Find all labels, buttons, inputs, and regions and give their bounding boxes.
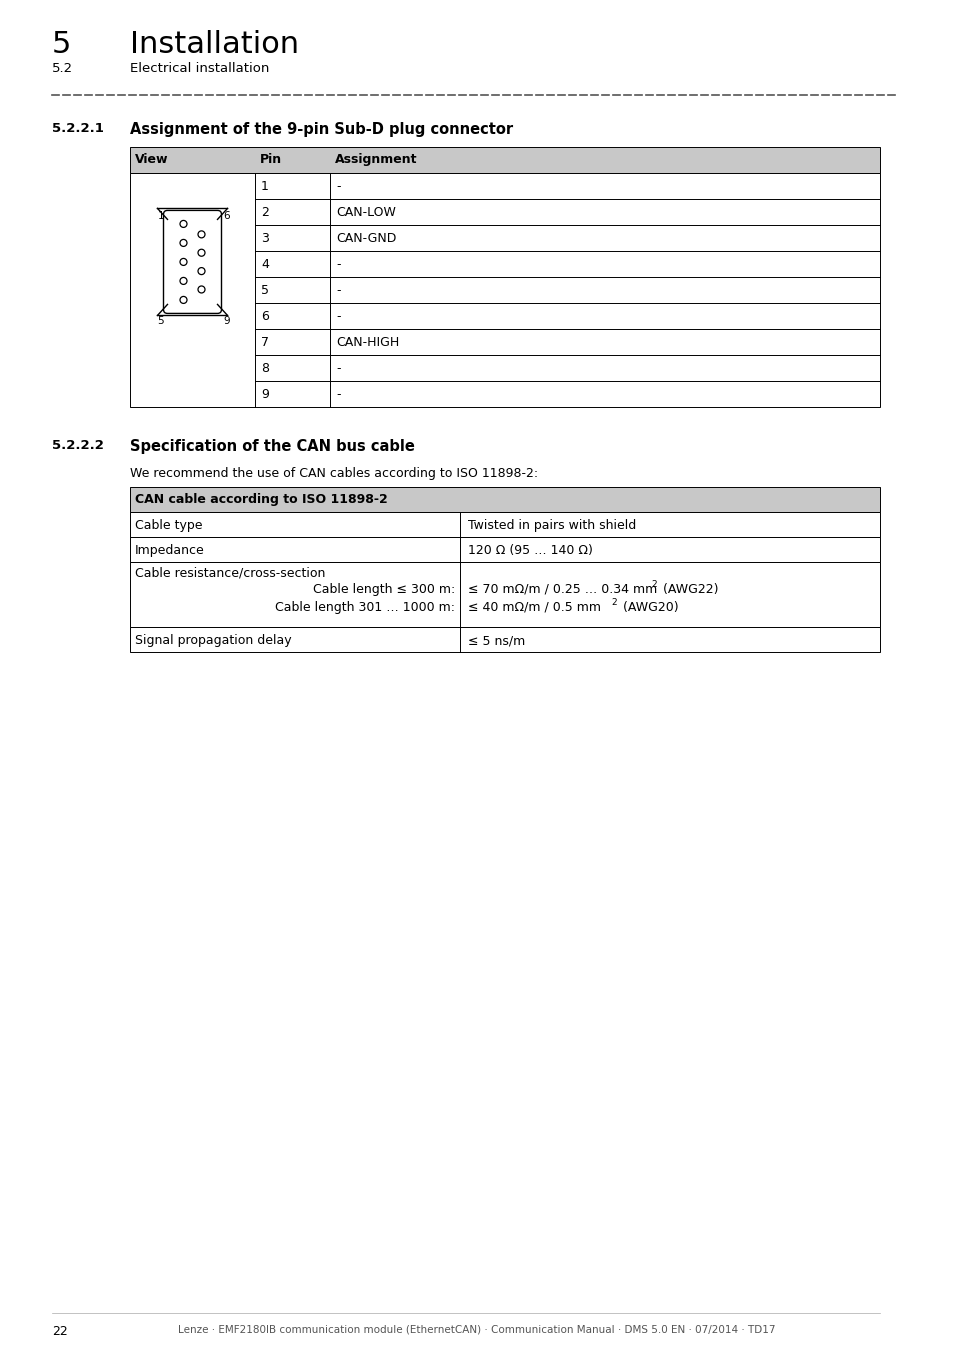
Text: -: -: [335, 362, 340, 375]
Text: 4: 4: [261, 258, 269, 271]
Text: ≤ 40 mΩ/m / 0.5 mm: ≤ 40 mΩ/m / 0.5 mm: [468, 601, 600, 614]
Text: -: -: [335, 387, 340, 401]
Text: 9: 9: [261, 387, 269, 401]
Text: (AWG22): (AWG22): [659, 583, 718, 595]
Text: 7: 7: [261, 336, 269, 350]
Text: Cable length ≤ 300 m:: Cable length ≤ 300 m:: [313, 583, 455, 595]
Text: 3: 3: [261, 232, 269, 244]
Text: Lenze · EMF2180IB communication module (EthernetCAN) · Communication Manual · DM: Lenze · EMF2180IB communication module (…: [178, 1324, 775, 1335]
Text: -: -: [335, 258, 340, 271]
Text: ≤ 70 mΩ/m / 0.25 … 0.34 mm: ≤ 70 mΩ/m / 0.25 … 0.34 mm: [468, 583, 657, 595]
Text: 1: 1: [157, 212, 164, 221]
Text: CAN cable according to ISO 11898-2: CAN cable according to ISO 11898-2: [135, 493, 387, 506]
Text: 120 Ω (95 … 140 Ω): 120 Ω (95 … 140 Ω): [468, 544, 592, 558]
Text: 9: 9: [223, 316, 230, 327]
Text: Signal propagation delay: Signal propagation delay: [135, 634, 292, 647]
Text: -: -: [335, 180, 340, 193]
Bar: [130, 537, 879, 562]
Text: 5: 5: [157, 316, 164, 327]
Text: 6: 6: [223, 212, 230, 221]
Text: 2: 2: [610, 598, 616, 608]
Text: Cable length 301 … 1000 m:: Cable length 301 … 1000 m:: [274, 601, 455, 614]
Text: 1: 1: [261, 180, 269, 193]
Bar: [130, 147, 879, 173]
Circle shape: [180, 297, 187, 304]
Bar: [130, 173, 879, 406]
Text: CAN-GND: CAN-GND: [335, 232, 395, 244]
Circle shape: [180, 220, 187, 227]
Bar: [130, 626, 879, 652]
Text: 5.2.2.1: 5.2.2.1: [52, 122, 104, 135]
Text: Twisted in pairs with shield: Twisted in pairs with shield: [468, 518, 636, 532]
Text: Assignment: Assignment: [335, 153, 417, 166]
Text: Cable type: Cable type: [135, 518, 202, 532]
Text: 5.2: 5.2: [52, 62, 73, 76]
Circle shape: [180, 277, 187, 285]
Text: 6: 6: [261, 310, 269, 323]
Text: View: View: [135, 153, 169, 166]
Text: Pin: Pin: [260, 153, 282, 166]
Circle shape: [198, 250, 205, 256]
Text: 8: 8: [261, 362, 269, 375]
Bar: [130, 512, 879, 537]
Text: 5: 5: [261, 284, 269, 297]
Circle shape: [198, 286, 205, 293]
Text: ≤ 5 ns/m: ≤ 5 ns/m: [468, 634, 525, 647]
Circle shape: [180, 239, 187, 247]
Text: Assignment of the 9-pin Sub-D plug connector: Assignment of the 9-pin Sub-D plug conne…: [130, 122, 513, 136]
Bar: [130, 562, 879, 626]
Text: CAN-LOW: CAN-LOW: [335, 207, 395, 219]
Text: Electrical installation: Electrical installation: [130, 62, 269, 76]
Text: (AWG20): (AWG20): [618, 601, 678, 614]
Bar: [130, 487, 879, 512]
Circle shape: [198, 231, 205, 238]
Text: 22: 22: [52, 1324, 68, 1338]
Text: 2: 2: [650, 580, 656, 589]
Text: -: -: [335, 310, 340, 323]
Text: Cable resistance/cross-section: Cable resistance/cross-section: [135, 567, 325, 580]
Circle shape: [198, 267, 205, 274]
Text: CAN-HIGH: CAN-HIGH: [335, 336, 399, 350]
Text: -: -: [335, 284, 340, 297]
Text: Impedance: Impedance: [135, 544, 205, 558]
Text: Specification of the CAN bus cable: Specification of the CAN bus cable: [130, 439, 415, 454]
Text: 5.2.2.2: 5.2.2.2: [52, 439, 104, 452]
Text: We recommend the use of CAN cables according to ISO 11898-2:: We recommend the use of CAN cables accor…: [130, 467, 537, 481]
Text: Installation: Installation: [130, 30, 299, 59]
Text: 2: 2: [261, 207, 269, 219]
Circle shape: [180, 258, 187, 266]
Text: 5: 5: [52, 30, 71, 59]
FancyBboxPatch shape: [163, 211, 221, 313]
